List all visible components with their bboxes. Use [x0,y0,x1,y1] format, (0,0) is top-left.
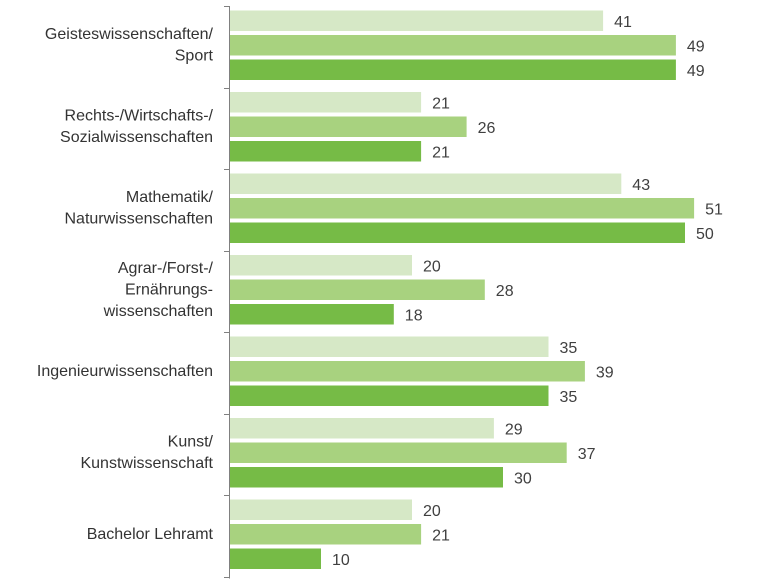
bar [230,35,676,56]
category-label-line: Agrar-/Forst-/ [118,260,214,277]
data-label: 43 [632,177,650,194]
category-label-line: Naturwissenschaften [64,211,213,228]
bar [230,467,503,488]
category-label-line: Rechts-/Wirtschafts-/ [65,108,214,125]
data-label: 21 [432,144,450,161]
bar [230,279,485,300]
bar [230,499,412,520]
data-label: 18 [405,307,423,324]
bar [230,173,622,194]
bar [230,524,422,545]
data-label: 26 [478,120,496,137]
bar [230,198,695,219]
data-label: 21 [432,95,450,112]
bar [230,385,549,406]
bar [230,10,604,31]
bar [230,442,567,463]
bar [230,304,394,325]
y-axis-ticks [224,6,230,578]
category-label-line: Geisteswissenschaften/ [45,26,214,43]
data-label: 37 [578,446,596,463]
bars-group [230,10,695,569]
bar [230,255,412,276]
data-label: 41 [614,14,632,31]
bar [230,59,676,80]
category-label-line: Kunstwissenschaft [80,455,213,472]
data-label: 20 [423,503,441,520]
data-label: 29 [505,421,523,438]
bar [230,548,321,569]
bar [230,336,549,357]
data-label: 51 [705,201,723,218]
category-label-line: Sport [175,48,214,65]
data-label: 10 [332,552,350,569]
category-labels-group: Geisteswissenschaften/Sport Rechts-/Wirts… [37,26,214,543]
data-label: 50 [696,226,714,243]
data-label: 30 [514,470,532,487]
bar [230,222,685,243]
category-label: Kunst/Kunstwissenschaft [80,434,213,473]
bar [230,141,422,162]
category-label: Mathematik/Naturwissenschaften [64,189,213,228]
category-label-line: Ernährungs- [125,281,213,298]
category-label-line: wissenschaften [103,303,213,320]
category-label: Bachelor Lehramt [87,526,214,543]
data-label: 39 [596,364,614,381]
category-label: Geisteswissenschaften/Sport [45,26,214,65]
category-label-line: Bachelor Lehramt [87,526,214,543]
data-label: 21 [432,527,450,544]
data-label: 20 [423,258,441,275]
category-label: Rechts-/Wirtschafts-/ Sozialwissenschafte… [60,108,214,147]
bar [230,92,422,113]
category-label: Ingenieurwissenschaften [37,363,213,380]
category-label-line: Kunst/ [168,434,214,451]
data-label: 35 [560,389,578,406]
value-labels-group: 41 49 49 21 26 21 43 51 50 20 28 18 35 39 35 29 37 30 20 21… [332,14,723,569]
bar [230,361,585,382]
bar [230,418,494,439]
data-label: 35 [560,340,578,357]
category-label-line: Sozialwissenschaften [60,129,213,146]
data-label: 49 [687,63,705,80]
bar [230,116,467,137]
category-label-line: Mathematik/ [126,189,214,206]
category-label-line: Ingenieurwissenschaften [37,363,213,380]
data-label: 28 [496,283,514,300]
category-label: Agrar-/Forst-/ Ernährungs-wissenschaften [103,260,214,320]
data-label: 49 [687,38,705,55]
